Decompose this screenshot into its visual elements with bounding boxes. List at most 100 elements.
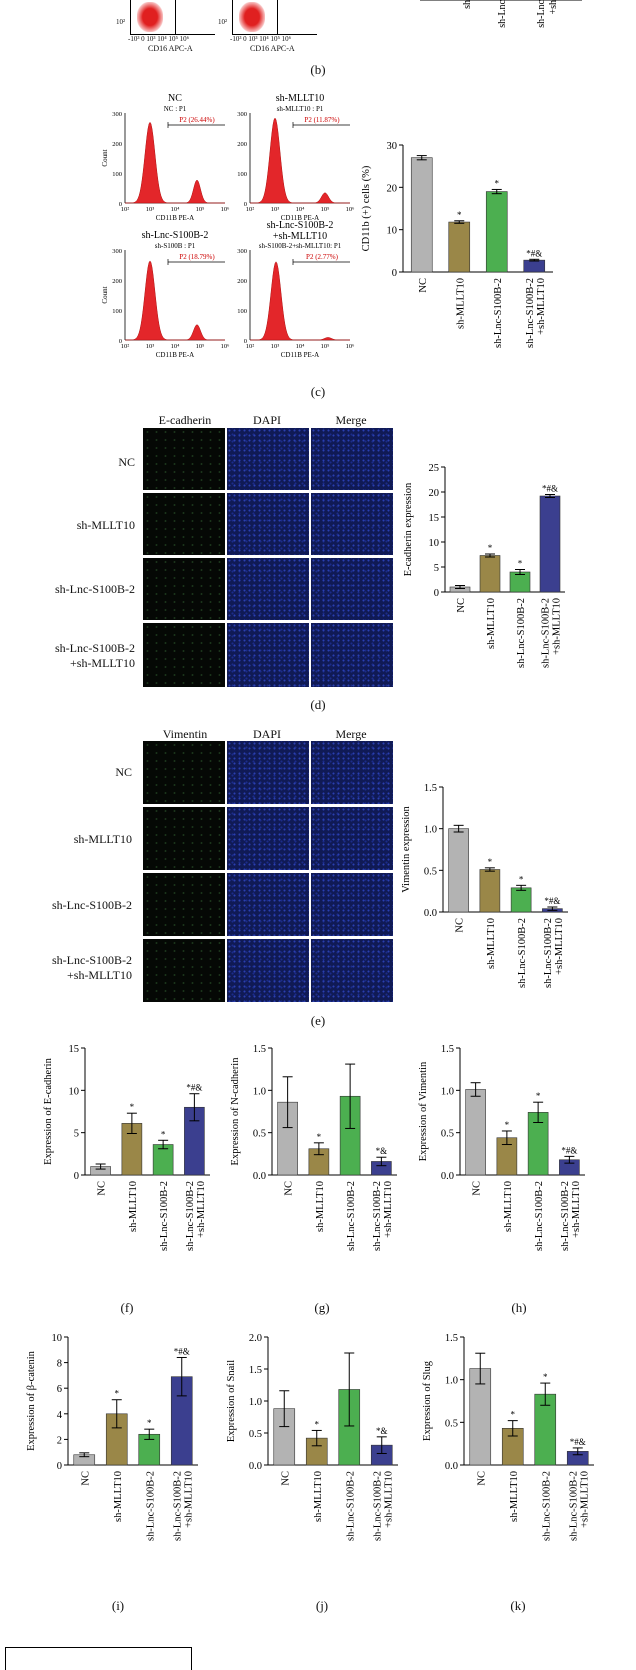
histogram-ytick: 0 (119, 338, 122, 345)
ytick-label: 1.5 (445, 1333, 458, 1344)
yaxis-label: Expression of N-cadherin (230, 1057, 241, 1166)
ytick-label: 10 (69, 1086, 80, 1097)
bar-chart-h: 0.0 0.5 1.0 1.5 Expression of Vimentin NC * sh-… (418, 1044, 585, 1251)
ytick-label: 15 (69, 1044, 80, 1055)
category-label: sh-Lnc-S100B-2 (541, 598, 552, 668)
panel-label-g: (g) (314, 1300, 330, 1315)
histogram-ytick: 200 (237, 141, 247, 148)
bar (448, 828, 469, 913)
dapi-image-nc (227, 428, 309, 490)
ytick-label: 0.5 (445, 1418, 458, 1429)
panel-label-e: (e) (310, 1013, 326, 1028)
category-label: +sh-MLLT10 (552, 598, 563, 655)
histogram-xlabel: CD11B PE-A (281, 351, 319, 359)
significance-mark: * (518, 559, 523, 569)
xticks-1: -10³ 0 10³ 10⁴ 10⁵ 10⁶ (128, 35, 190, 43)
row-label-d-1: sh-MLLT10 (76, 518, 135, 532)
histogram-curve (249, 117, 350, 204)
significance-mark: *#& (561, 1145, 577, 1155)
histogram-subtitle: NC : P1 (164, 105, 187, 113)
histogram-3: sh-Lnc-S100B-2+sh-MLLT10sh-S100B-2+sh-ML… (237, 220, 354, 359)
histogram-xtick: 10⁵ (196, 343, 205, 350)
ytick-label: 0.5 (424, 866, 437, 877)
significance-mark: *#& (526, 248, 542, 258)
vim-image-lnc (143, 873, 225, 936)
gate-label: P2 (2.77%) (306, 253, 339, 261)
col-head-d-2: Merge (335, 413, 367, 427)
ytick-label: 2 (57, 1435, 62, 1446)
panel-label-k: (k) (510, 1598, 526, 1613)
category-label: sh-Lnc-S100B-2 (543, 918, 554, 988)
histogram-xtick: 10⁶ (221, 206, 230, 213)
yaxis-label: Expression of β-catenin (26, 1350, 37, 1451)
significance-mark: * (536, 1091, 541, 1101)
histogram-subtitle: sh-S100B-2+sh-MLLT10: P1 (259, 242, 342, 250)
ytick-label: 5 (74, 1129, 79, 1140)
category-label: sh-Lnc-S100B-2 (345, 1471, 356, 1541)
bar-chart-c: 0 10 20 30 CD11b (+) cells (%) NC * sh-MLLT10 * s… (361, 141, 553, 348)
histogram-ytick: 100 (237, 171, 247, 178)
scatter-plot-1 (130, 0, 215, 35)
ecad-image-combo (143, 623, 225, 687)
cropped-category-labels: sh sh-Lnc sh-Lnc +sh (420, 0, 582, 28)
category-label: +sh-MLLT10 (383, 1181, 394, 1238)
category-label: sh-MLLT10 (455, 278, 466, 329)
ytick-label: 10 (52, 1333, 63, 1344)
yaxis-label: Expression of Slug (422, 1360, 433, 1441)
ytick-label: 0.0 (445, 1461, 458, 1472)
ytick-label: 1.5 (424, 783, 437, 794)
category-label: sh-Lnc-S100B-2 (541, 1471, 552, 1541)
ytick-label: 2.0 (249, 1333, 262, 1344)
histogram-curve (124, 260, 225, 341)
ecad-image-nc (143, 428, 225, 490)
yaxis-label: E-cadherin expression (403, 482, 414, 576)
histogram-xtick: 10² (246, 206, 255, 213)
merge-image-mllt10 (311, 807, 393, 870)
row-label-d-3: sh-Lnc-S100B-2 (55, 641, 135, 655)
category-label: NC (472, 1181, 483, 1196)
histogram-xtick: 10⁵ (321, 206, 330, 213)
cropped-cat-2: sh-Lnc (536, 0, 547, 28)
significance-mark: * (543, 1372, 548, 1382)
histogram-xtick: 10⁶ (346, 206, 355, 213)
significance-mark: * (317, 1132, 322, 1142)
histogram-ytick: 300 (237, 111, 247, 118)
category-label: NC (456, 598, 467, 613)
category-label: sh-Lnc-S100B-2 (346, 1181, 357, 1251)
bar (523, 259, 546, 273)
significance-mark: * (161, 1129, 166, 1139)
ytick-label: 8 (57, 1359, 62, 1370)
bar-chart-e: 0.0 0.5 1.0 1.5 Vimentin expression NC * sh-MLL… (401, 783, 568, 988)
category-label: NC (455, 918, 466, 933)
ytick-label: 10 (429, 538, 440, 549)
histogram-ytick: 0 (244, 338, 247, 345)
significance-mark: * (130, 1102, 135, 1112)
row-label-e-0: NC (115, 765, 132, 779)
histogram-xtick: 10⁴ (296, 206, 306, 213)
bar-chart-k: 0.0 0.5 1.0 1.5 Expression of Slug NC * sh-MLLT… (422, 1333, 594, 1541)
dapi-image-combo (227, 623, 309, 687)
histogram-xtick: 10⁵ (196, 206, 205, 213)
cropped-cat-1: sh-Lnc (497, 0, 508, 28)
category-label: sh-MLLT10 (486, 598, 497, 649)
histogram-ytick: 200 (112, 141, 122, 148)
histogram-xtick: 10³ (146, 343, 155, 350)
category-label: +sh-MLLT10 (196, 1181, 207, 1238)
histogram-ytick: 300 (237, 248, 247, 255)
histogram-xtick: 10⁶ (346, 343, 355, 350)
panel-label-j: (j) (315, 1598, 329, 1613)
histogram-xtick: 10⁴ (171, 206, 181, 213)
significance-mark: *#& (570, 1437, 586, 1447)
ytick-label: 4 (57, 1410, 63, 1421)
vim-image-combo (143, 939, 225, 1002)
panel-label-b: (b) (310, 62, 326, 77)
ytick-label: 0 (74, 1171, 79, 1182)
histogram-xtick: 10³ (146, 206, 155, 213)
yaxis-label: CD11b (+) cells (%) (361, 165, 372, 251)
merge-image-nc (311, 741, 393, 804)
ytick-label: 1.5 (249, 1365, 262, 1376)
bar-chart-f: 0 5 10 15 Expression of E-cadherin NC * sh-MLLT… (43, 1044, 210, 1251)
ytick-label: 0.0 (253, 1171, 266, 1182)
ytick-label: 1.0 (424, 825, 437, 836)
